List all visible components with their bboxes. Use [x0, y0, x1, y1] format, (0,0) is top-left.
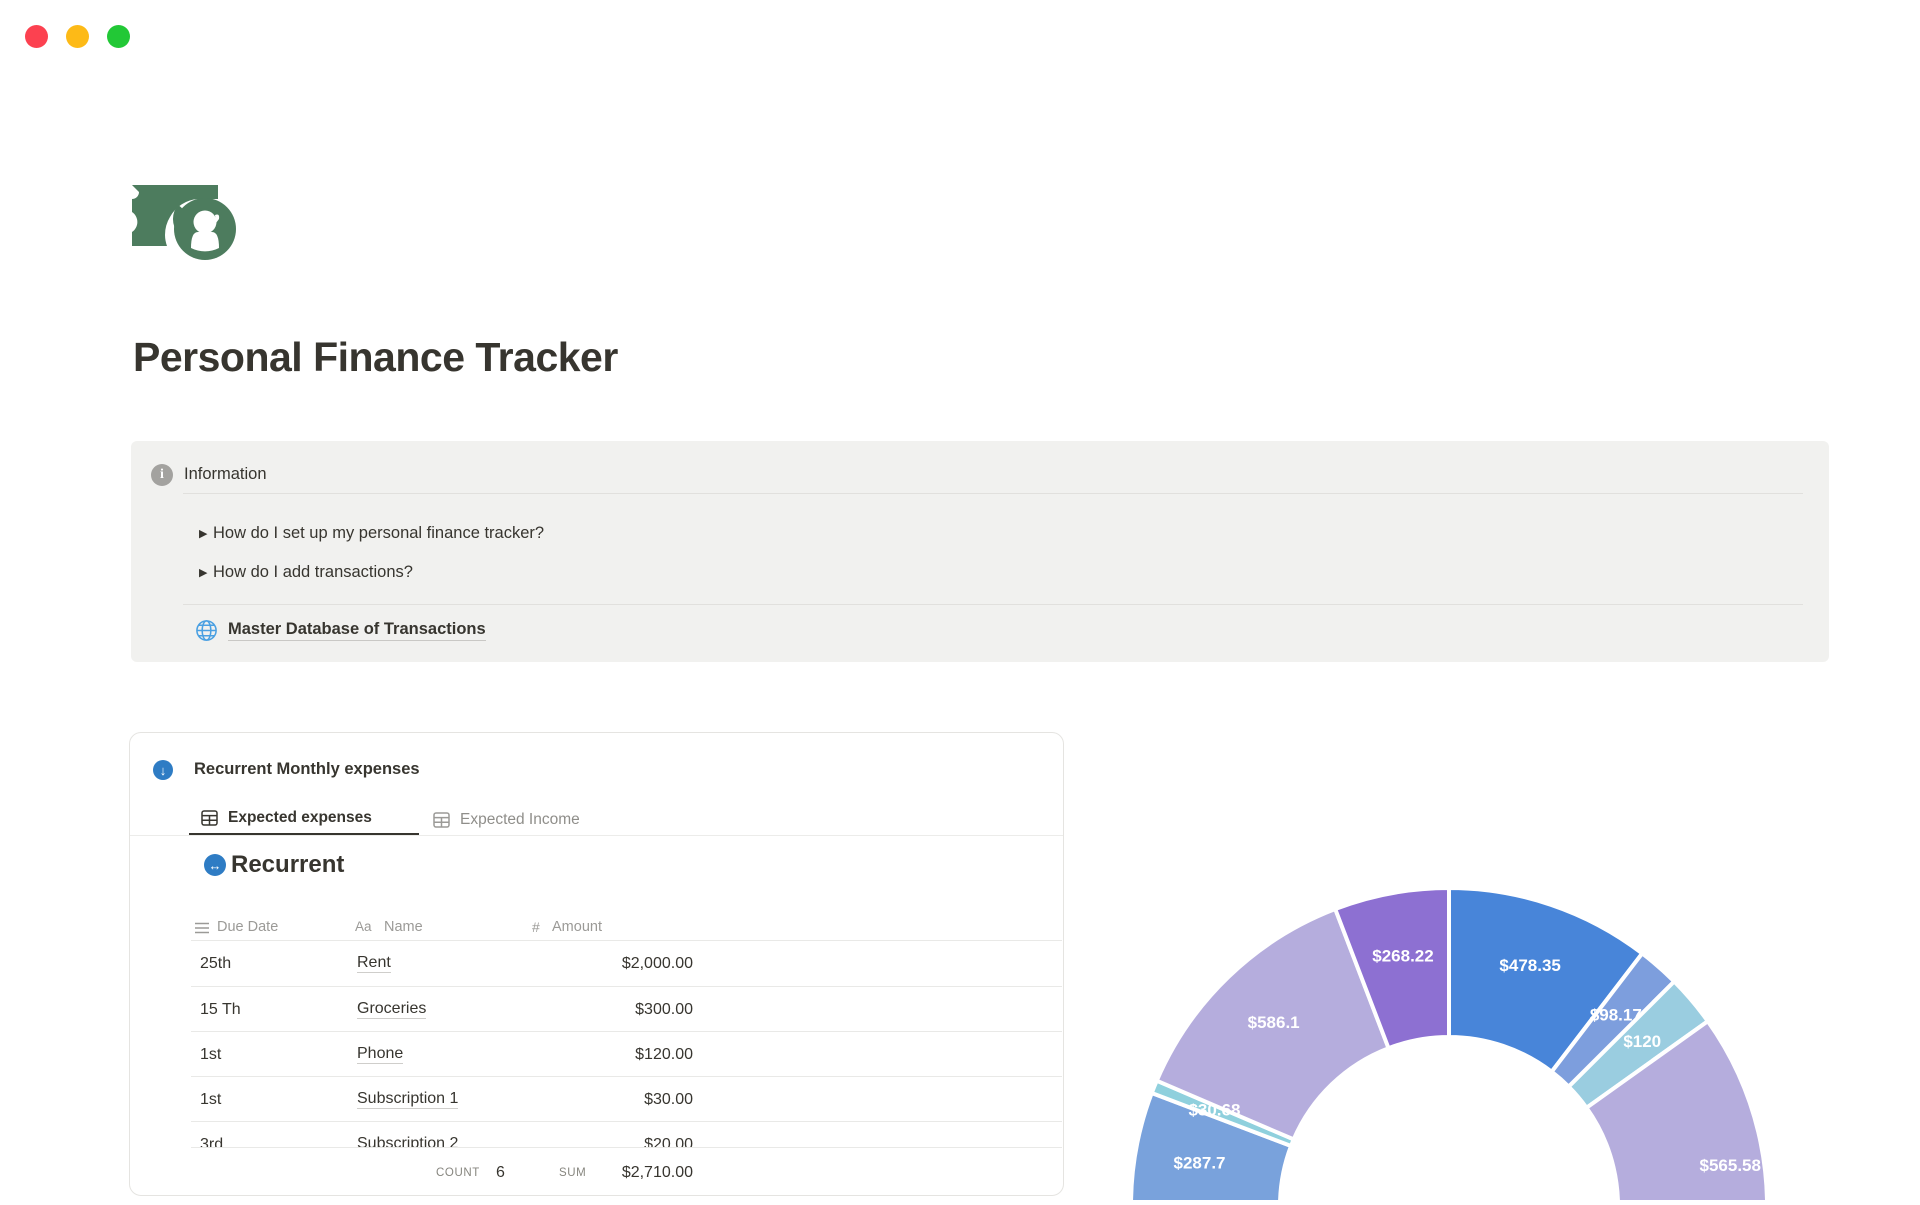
- chart-slice-label: $30.68: [1188, 1101, 1240, 1120]
- expenses-donut-chart: $287.7 $30.68 $586.1 $268.22 $478.35 $98.17 $1…: [1080, 876, 1840, 1205]
- left-right-arrow-circle-icon: ↔: [204, 854, 226, 876]
- info-icon: i: [151, 464, 173, 486]
- tab-label: Expected expenses: [228, 809, 372, 826]
- amount-cell[interactable]: $20.00: [644, 1135, 693, 1148]
- card-title: Recurrent Monthly expenses: [194, 760, 420, 778]
- chart-slice-label: $268.22: [1372, 947, 1433, 966]
- name-cell[interactable]: Groceries: [357, 987, 427, 1032]
- master-database-link-label[interactable]: Master Database of Transactions: [228, 620, 486, 641]
- table-icon: [433, 811, 450, 828]
- dollar-banknote-icon: [132, 185, 236, 260]
- chart-slice-label: $287.7: [1174, 1153, 1226, 1172]
- row-divider: [191, 986, 1062, 987]
- column-header-due-date[interactable]: Due Date: [217, 919, 279, 935]
- tab-expected-income[interactable]: Expected Income: [426, 803, 580, 836]
- row-divider: [191, 1031, 1062, 1032]
- name-cell[interactable]: Subscription 2: [357, 1122, 458, 1147]
- chart-slice-label: $120: [1623, 1032, 1661, 1051]
- toggle-triangle-icon[interactable]: ▶: [199, 566, 208, 579]
- globe-icon: [195, 619, 218, 642]
- table-row[interactable]: 1st Phone $120.00: [130, 1032, 1063, 1077]
- row-divider: [191, 940, 1062, 941]
- chart-slice-label: $478.35: [1499, 956, 1560, 975]
- amount-cell[interactable]: $30.00: [644, 1090, 693, 1108]
- count-aggregate-value[interactable]: 6: [496, 1164, 505, 1181]
- chart-slice-label: $586.1: [1248, 1013, 1300, 1032]
- tabbar-divider: [130, 835, 1063, 836]
- information-callout: i Information ▶ How do I set up my perso…: [131, 441, 1829, 662]
- table-column-headers: Due Date Aa Name # Amount: [130, 917, 1063, 940]
- close-button[interactable]: [25, 25, 48, 48]
- table-row-clipped[interactable]: 3rd Subscription 2 $20.00: [130, 1122, 1063, 1147]
- callout-divider-top: [183, 493, 1803, 494]
- table-footer: COUNT 6 SUM $2,710.00: [130, 1147, 1063, 1196]
- callout-title: Information: [184, 465, 267, 483]
- table-row[interactable]: 1st Subscription 1 $30.00: [130, 1077, 1063, 1122]
- footer-divider: [191, 1147, 1062, 1148]
- name-cell[interactable]: Rent: [357, 941, 391, 986]
- toggle-setup-question[interactable]: ▶ How do I set up my personal finance tr…: [183, 516, 1803, 550]
- chart-slice-label: $565.58: [1700, 1156, 1761, 1175]
- column-header-name[interactable]: Name: [384, 919, 423, 935]
- table-row[interactable]: 15 Th Groceries $300.00: [130, 987, 1063, 1032]
- amount-cell[interactable]: $2,000.00: [621, 954, 693, 972]
- amount-cell[interactable]: $300.00: [635, 1000, 693, 1018]
- tab-label: Expected Income: [460, 810, 580, 828]
- toggle-triangle-icon[interactable]: ▶: [199, 527, 208, 540]
- number-property-icon: #: [532, 919, 540, 935]
- chart-slice: [1583, 1018, 1769, 1205]
- name-cell[interactable]: Subscription 1: [357, 1077, 459, 1122]
- due-date-cell[interactable]: 25th: [200, 954, 232, 972]
- table-icon: [201, 810, 218, 826]
- donut-chart-svg: $287.7 $30.68 $586.1 $268.22 $478.35 $98.17 $1…: [1129, 885, 1769, 1205]
- count-aggregate-label[interactable]: COUNT: [436, 1167, 480, 1179]
- row-divider: [191, 1121, 1062, 1122]
- sum-aggregate-label[interactable]: SUM: [559, 1167, 587, 1179]
- toggle-label: How do I add transactions?: [213, 562, 413, 581]
- page-icon-dollar-banknote[interactable]: [132, 185, 239, 261]
- table-row[interactable]: 25th Rent $2,000.00: [130, 941, 1063, 986]
- text-property-icon: Aa: [355, 919, 372, 934]
- chart-slice: [1154, 906, 1392, 1143]
- due-date-cell[interactable]: 15 Th: [200, 1000, 241, 1018]
- row-divider: [191, 1076, 1062, 1077]
- toggle-add-transactions-question[interactable]: ▶ How do I add transactions?: [183, 555, 1803, 589]
- down-arrow-circle-icon: ↓: [153, 760, 173, 780]
- recurrent-expenses-card: ↓ Recurrent Monthly expenses Expected ex…: [129, 732, 1064, 1196]
- due-date-cell[interactable]: 1st: [200, 1045, 222, 1063]
- minimize-button[interactable]: [66, 25, 89, 48]
- tab-expected-expenses[interactable]: Expected expenses: [189, 803, 419, 836]
- zoom-button[interactable]: [107, 25, 130, 48]
- list-icon: [194, 921, 210, 939]
- name-cell[interactable]: Phone: [357, 1032, 404, 1077]
- linked-database-title[interactable]: Recurrent: [231, 851, 345, 878]
- due-date-cell[interactable]: 3rd: [200, 1135, 224, 1148]
- amount-cell[interactable]: $120.00: [635, 1045, 693, 1063]
- master-database-link[interactable]: Master Database of Transactions: [183, 615, 486, 645]
- due-date-cell[interactable]: 1st: [200, 1090, 222, 1108]
- toggle-label: How do I set up my personal finance trac…: [213, 523, 545, 542]
- callout-divider-bottom: [183, 604, 1803, 605]
- chart-slice-label: $98.17: [1590, 1005, 1642, 1024]
- sum-aggregate-value[interactable]: $2,710.00: [621, 1164, 693, 1181]
- page-title: Personal Finance Tracker: [133, 334, 618, 380]
- column-header-amount[interactable]: Amount: [552, 919, 602, 935]
